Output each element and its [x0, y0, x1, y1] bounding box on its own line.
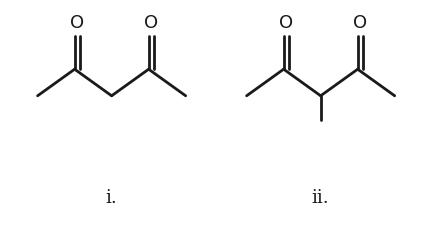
Text: O: O [144, 14, 159, 32]
Text: i.: i. [106, 189, 117, 207]
Text: ii.: ii. [312, 189, 329, 207]
Text: O: O [280, 14, 294, 32]
Text: O: O [353, 14, 367, 32]
Text: O: O [71, 14, 85, 32]
